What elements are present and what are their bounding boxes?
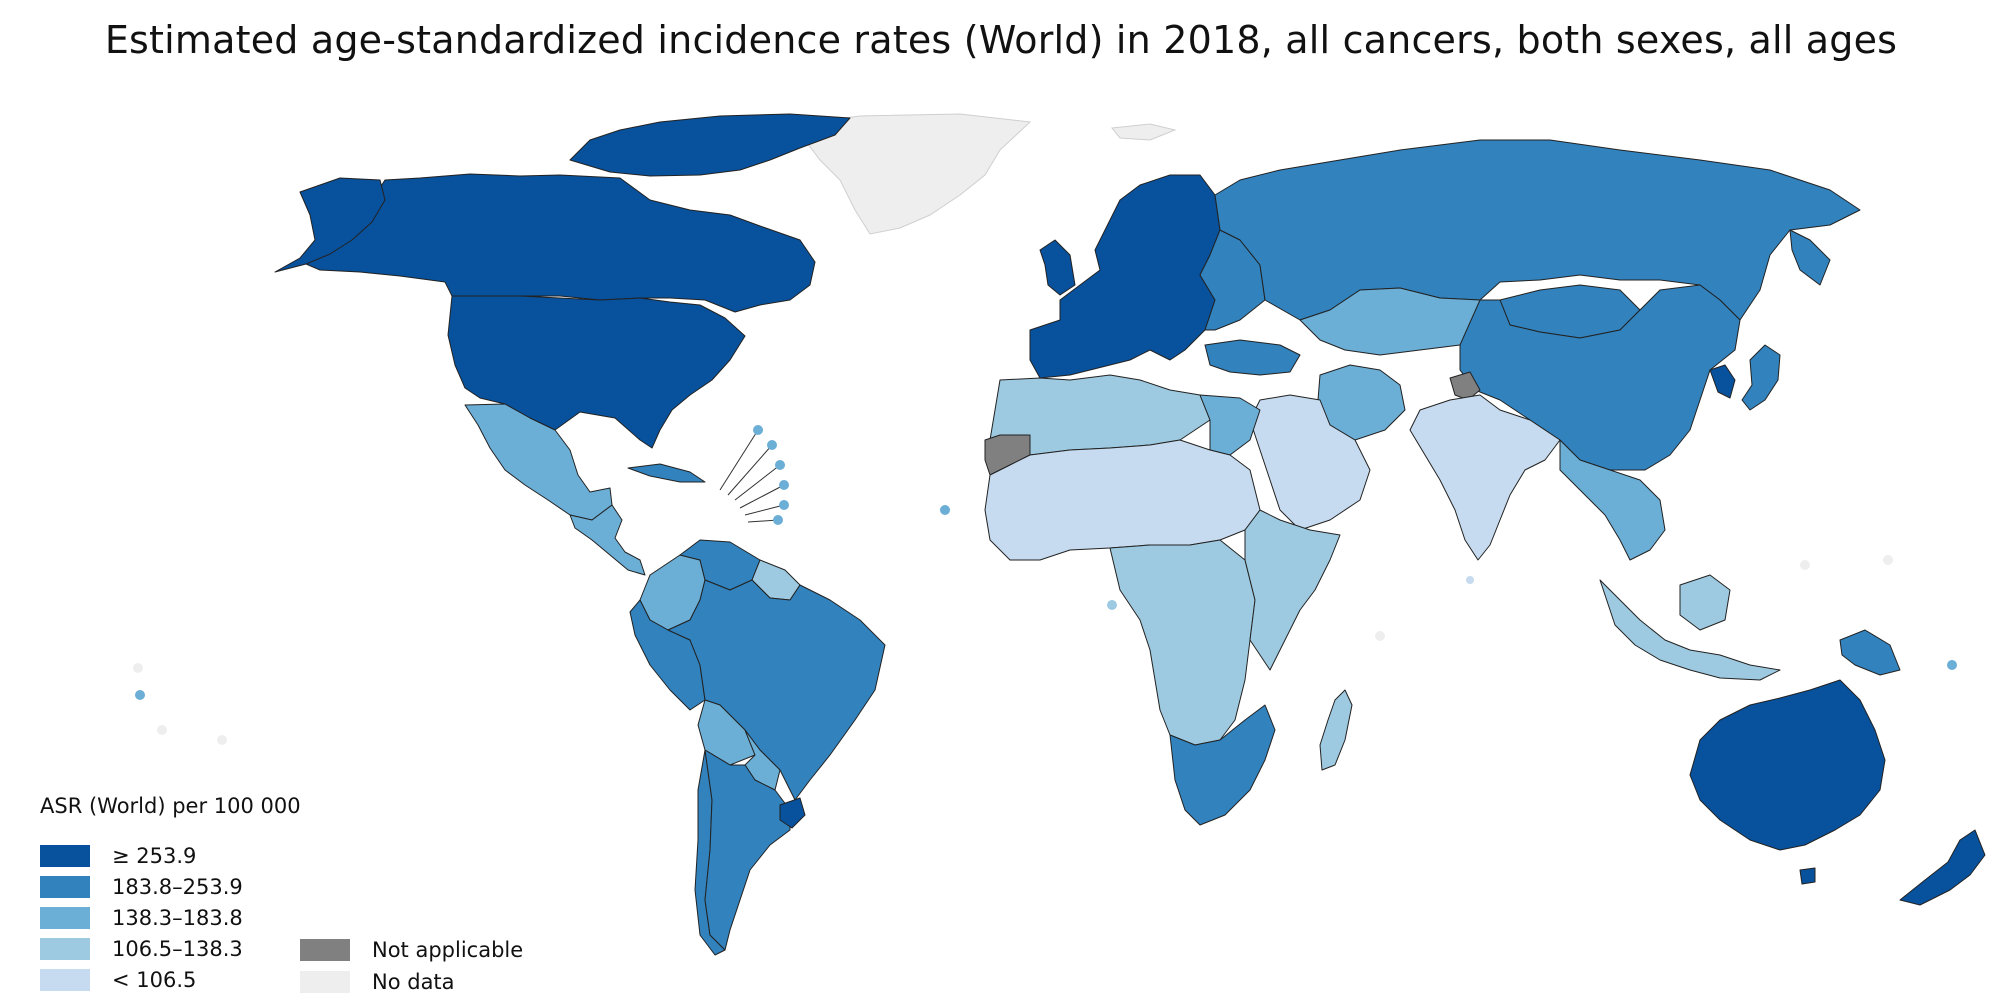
region-kashmir [1449, 371, 1481, 401]
island-dot [1883, 555, 1893, 565]
island-dot [1800, 560, 1810, 570]
region-east-africa [1244, 509, 1341, 671]
legend-item: No data [300, 966, 523, 998]
island-dot [1947, 660, 1957, 670]
region-central-africa [1109, 539, 1256, 746]
caribbean-callouts [719, 425, 789, 525]
region-new-zealand [1899, 829, 1986, 906]
region-svalbard [1111, 123, 1177, 141]
callout-dot [767, 440, 777, 450]
callout-dot [779, 500, 789, 510]
region-japan [1741, 344, 1781, 411]
island-dot [940, 505, 950, 515]
legend-item: < 106.5 [40, 964, 243, 995]
legend-title: ASR (World) per 100 000 [40, 794, 301, 818]
region-uruguay [779, 797, 806, 829]
legend-label: < 106.5 [112, 967, 197, 992]
region-canada-arctic [569, 113, 851, 177]
legend-item: Not applicable [300, 934, 523, 966]
region-indonesia [1599, 579, 1781, 681]
legend-label: Not applicable [372, 938, 524, 962]
region-cuba [627, 463, 706, 483]
legend-extra: Not applicable No data [300, 934, 523, 998]
legend-swatch [40, 968, 90, 991]
callout-dot [779, 480, 789, 490]
region-korea [1709, 364, 1736, 399]
region-tasmania [1799, 867, 1816, 885]
region-alaska [274, 177, 386, 273]
legend-label: 106.5–138.3 [112, 936, 243, 961]
region-southern-africa [1169, 704, 1276, 826]
legend-swatch [40, 906, 90, 929]
island-dot [217, 735, 227, 745]
region-egypt [1199, 394, 1261, 456]
region-borneo [1679, 574, 1731, 631]
legend-swatch [40, 844, 90, 867]
island-dot [157, 725, 167, 735]
island-dots [133, 505, 1957, 745]
legend-label: ≥ 253.9 [112, 843, 197, 868]
region-brazil [667, 579, 886, 801]
island-dot [1466, 576, 1474, 584]
island-dot [133, 663, 143, 673]
legend-item: ≥ 253.9 [40, 840, 243, 871]
region-india [1409, 394, 1561, 561]
region-papua-new-guinea [1839, 629, 1901, 676]
region-greenland [799, 113, 1032, 235]
legend-item: 183.8–253.9 [40, 871, 243, 902]
region-united-states [447, 295, 746, 449]
region-china [1459, 284, 1741, 471]
legend-swatch [300, 939, 350, 961]
legend-label: 138.3–183.8 [112, 905, 243, 930]
callout-dot [773, 515, 783, 525]
legend-swatch [300, 971, 350, 993]
region-arabian-peninsula [1249, 394, 1371, 531]
map-title: Estimated age-standardized incidence rat… [104, 18, 1898, 62]
region-turkey [1204, 339, 1301, 376]
callout-dot [753, 425, 763, 435]
region-kamchatka [1789, 229, 1831, 286]
island-dot [1375, 631, 1385, 641]
legend-swatch [40, 875, 90, 898]
legend-item: 138.3–183.8 [40, 902, 243, 933]
region-uk-ireland [1039, 239, 1076, 296]
region-central-america [569, 504, 646, 576]
island-dot [135, 690, 145, 700]
callout-dot [775, 460, 785, 470]
region-australia [1689, 679, 1886, 851]
legend-swatch [40, 937, 90, 960]
region-madagascar [1319, 689, 1353, 771]
region-argentina [704, 749, 791, 951]
region-bolivia [697, 699, 756, 766]
legend-label: 183.8–253.9 [112, 874, 243, 899]
region-southeast-asia [1559, 439, 1666, 561]
region-peru [629, 599, 706, 711]
legend-item: 106.5–138.3 [40, 933, 243, 964]
legend: ≥ 253.9 183.8–253.9 138.3–183.8 106.5–13… [40, 840, 243, 995]
island-dot [1107, 600, 1117, 610]
legend-label: No data [372, 970, 455, 994]
